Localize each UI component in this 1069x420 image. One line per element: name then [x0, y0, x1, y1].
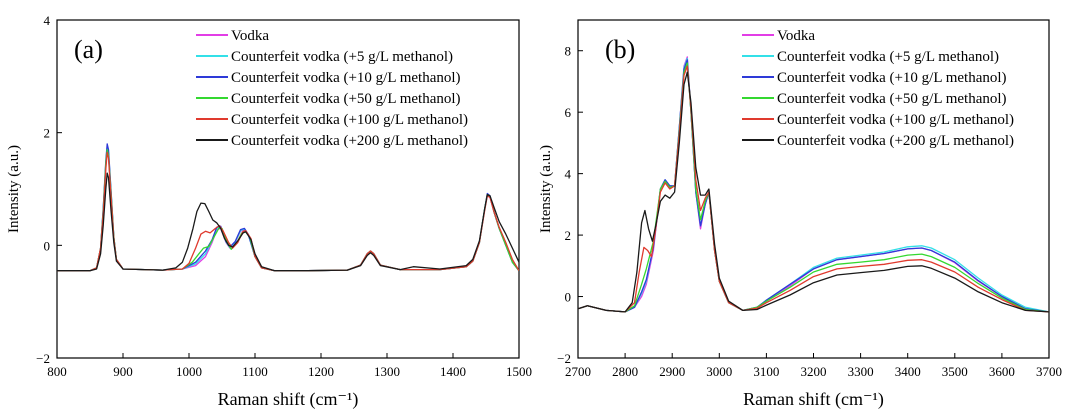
- x-tick-label: 2700: [565, 364, 591, 379]
- series-group: [57, 143, 519, 272]
- panel-b: 2700 2800 2900 3000 3100 3200 3300 3400 3500 3600…: [538, 19, 1062, 410]
- legend-entry: Vodka: [777, 28, 815, 44]
- x-tick-label: 1500: [506, 364, 532, 379]
- y-tick-label: 2: [565, 228, 572, 243]
- x-axis-label: Raman shift (cm⁻¹): [218, 389, 359, 410]
- series-line-4: [57, 151, 519, 272]
- x-tick-label: 3000: [706, 364, 732, 379]
- y-tick-label: 4: [44, 13, 51, 28]
- x-tick-label: 3700: [1036, 364, 1062, 379]
- x-tick-label: 800: [47, 364, 67, 379]
- x-tick-label: 1100: [242, 364, 268, 379]
- x-tick-label: 1300: [374, 364, 400, 379]
- legend-entry: Counterfeit vodka (+100 g/L methanol): [231, 112, 468, 128]
- x-tick-label: 900: [113, 364, 133, 379]
- y-axis-label: Intensity (a.u.): [6, 145, 22, 233]
- legend-entry: Counterfeit vodka (+5 g/L methanol): [777, 49, 999, 65]
- y-tick-label: −2: [557, 351, 571, 366]
- plot-frame: [56, 19, 520, 359]
- y-tick-label: 2: [44, 126, 51, 141]
- legend-entry: Counterfeit vodka (+10 g/L methanol): [777, 70, 1007, 86]
- legend: Vodka Counterfeit vodka (+5 g/L methanol)…: [196, 28, 468, 149]
- x-tick-label: 3200: [801, 364, 827, 379]
- legend-entry: Vodka: [231, 28, 269, 44]
- series-line-2: [57, 143, 519, 272]
- series-line-3: [57, 148, 519, 272]
- x-tick-label: 3500: [942, 364, 968, 379]
- panel-a: 800 900 1000 1100 1200 1300 1400 1500 −2 0 2 4 Raman…: [6, 13, 532, 410]
- panel-label: (b): [605, 35, 635, 64]
- panel-label: (a): [74, 35, 103, 64]
- x-tick-label: 1200: [308, 364, 334, 379]
- y-axis-label: Intensity (a.u.): [538, 145, 554, 233]
- x-tick-label: 3100: [753, 364, 779, 379]
- x-tick-label: 3600: [989, 364, 1015, 379]
- x-tick-label: 1400: [440, 364, 466, 379]
- legend-entry: Counterfeit vodka (+5 g/L methanol): [231, 49, 453, 65]
- x-tick-label: 3400: [895, 364, 921, 379]
- series-line-1: [57, 146, 519, 272]
- y-tick-label: 6: [565, 105, 572, 120]
- series-line-4: [578, 65, 1049, 313]
- legend-entry: Counterfeit vodka (+100 g/L methanol): [777, 112, 1014, 128]
- y-tick-label: 8: [565, 44, 572, 59]
- legend: Vodka Counterfeit vodka (+5 g/L methanol)…: [742, 28, 1014, 149]
- y-tick-label: 0: [565, 290, 572, 305]
- x-tick-label: 1000: [176, 364, 202, 379]
- series-group: [578, 56, 1049, 313]
- x-tick-label: 3300: [848, 364, 874, 379]
- x-tick-label: 2800: [612, 364, 638, 379]
- legend-entry: Counterfeit vodka (+200 g/L methanol): [231, 133, 468, 149]
- legend-entry: Counterfeit vodka (+50 g/L methanol): [777, 91, 1007, 107]
- legend-entry: Counterfeit vodka (+10 g/L methanol): [231, 70, 461, 86]
- x-tick-label: 2900: [659, 364, 685, 379]
- series-line-5: [57, 172, 519, 272]
- legend-entry: Counterfeit vodka (+200 g/L methanol): [777, 133, 1014, 149]
- series-line-0: [57, 148, 519, 272]
- y-tick-label: 0: [44, 238, 51, 253]
- series-line-5: [578, 71, 1049, 313]
- y-tick-label: 4: [565, 167, 572, 182]
- x-axis-label: Raman shift (cm⁻¹): [743, 389, 884, 410]
- y-tick-label: −2: [36, 351, 50, 366]
- legend-entry: Counterfeit vodka (+50 g/L methanol): [231, 91, 461, 107]
